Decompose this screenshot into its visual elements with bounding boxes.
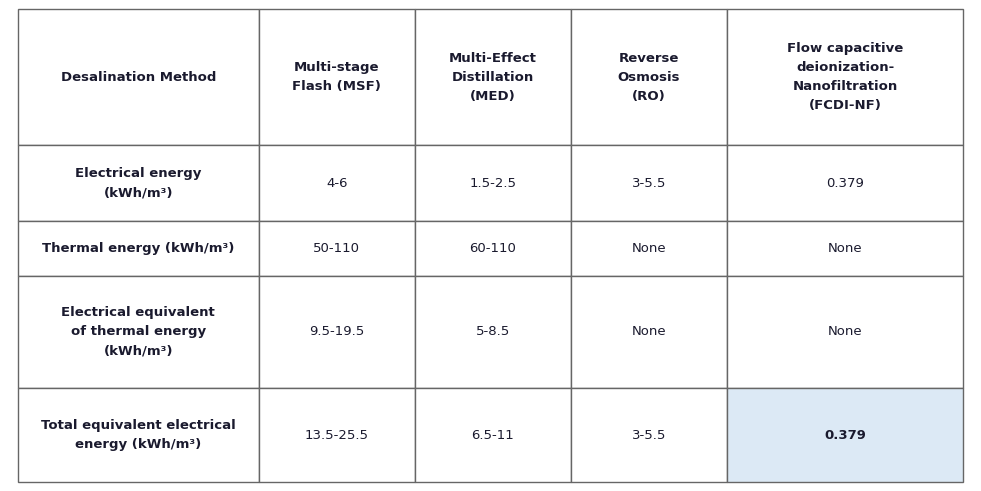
Text: 4-6: 4-6 bbox=[326, 177, 347, 190]
Bar bbox=[415, 276, 571, 388]
Bar bbox=[727, 9, 963, 145]
Bar bbox=[727, 276, 963, 388]
Text: Thermal energy (kWh/m³): Thermal energy (kWh/m³) bbox=[42, 242, 234, 255]
Bar bbox=[18, 221, 259, 276]
Text: 13.5-25.5: 13.5-25.5 bbox=[305, 429, 369, 441]
Bar bbox=[18, 388, 259, 482]
Bar bbox=[259, 145, 415, 221]
Bar bbox=[571, 145, 727, 221]
Bar bbox=[727, 145, 963, 221]
Bar bbox=[259, 221, 415, 276]
Bar bbox=[415, 9, 571, 145]
Bar bbox=[415, 9, 571, 145]
Bar bbox=[18, 276, 259, 388]
Text: None: None bbox=[828, 242, 862, 255]
Text: Electrical equivalent
of thermal energy
(kWh/m³): Electrical equivalent of thermal energy … bbox=[62, 306, 215, 357]
Bar bbox=[571, 221, 727, 276]
Bar bbox=[727, 221, 963, 276]
Bar bbox=[259, 9, 415, 145]
Text: Total equivalent electrical
energy (kWh/m³): Total equivalent electrical energy (kWh/… bbox=[41, 419, 235, 451]
Bar bbox=[259, 221, 415, 276]
Text: 5-8.5: 5-8.5 bbox=[476, 326, 510, 338]
Text: 1.5-2.5: 1.5-2.5 bbox=[469, 177, 516, 190]
Text: 6.5-11: 6.5-11 bbox=[472, 429, 514, 441]
Bar bbox=[259, 9, 415, 145]
Text: None: None bbox=[828, 326, 862, 338]
Bar bbox=[18, 145, 259, 221]
Text: Electrical energy
(kWh/m³): Electrical energy (kWh/m³) bbox=[75, 167, 201, 199]
Text: Multi-stage
Flash (MSF): Multi-stage Flash (MSF) bbox=[292, 61, 382, 93]
Text: Reverse
Osmosis
(RO): Reverse Osmosis (RO) bbox=[618, 52, 680, 103]
Text: None: None bbox=[632, 326, 666, 338]
Bar bbox=[18, 388, 259, 482]
Bar bbox=[571, 145, 727, 221]
Text: 0.379: 0.379 bbox=[824, 429, 866, 441]
Bar bbox=[571, 276, 727, 388]
Bar bbox=[415, 221, 571, 276]
Bar bbox=[259, 388, 415, 482]
Bar bbox=[727, 388, 963, 482]
Text: 3-5.5: 3-5.5 bbox=[632, 177, 666, 190]
Text: Desalination Method: Desalination Method bbox=[61, 71, 216, 83]
Bar bbox=[18, 9, 259, 145]
Bar bbox=[727, 388, 963, 482]
Bar bbox=[18, 9, 259, 145]
Bar bbox=[727, 221, 963, 276]
Bar bbox=[415, 388, 571, 482]
Text: None: None bbox=[632, 242, 666, 255]
Bar bbox=[18, 221, 259, 276]
Text: 60-110: 60-110 bbox=[470, 242, 516, 255]
Bar bbox=[415, 145, 571, 221]
Bar bbox=[415, 221, 571, 276]
Bar bbox=[259, 276, 415, 388]
Bar bbox=[727, 276, 963, 388]
Bar bbox=[259, 145, 415, 221]
Bar bbox=[571, 9, 727, 145]
Bar bbox=[259, 276, 415, 388]
Bar bbox=[571, 276, 727, 388]
Bar bbox=[727, 9, 963, 145]
Bar bbox=[571, 388, 727, 482]
Text: 50-110: 50-110 bbox=[313, 242, 360, 255]
Bar bbox=[415, 388, 571, 482]
Text: 9.5-19.5: 9.5-19.5 bbox=[309, 326, 365, 338]
Text: Multi-Effect
Distillation
(MED): Multi-Effect Distillation (MED) bbox=[449, 52, 537, 103]
Bar bbox=[415, 276, 571, 388]
Bar bbox=[571, 9, 727, 145]
Bar bbox=[415, 145, 571, 221]
Text: 0.379: 0.379 bbox=[826, 177, 864, 190]
Bar bbox=[727, 145, 963, 221]
Text: Flow capacitive
deionization-
Nanofiltration
(FCDI-NF): Flow capacitive deionization- Nanofiltra… bbox=[787, 42, 904, 112]
Text: 3-5.5: 3-5.5 bbox=[632, 429, 666, 441]
Bar bbox=[18, 145, 259, 221]
Bar bbox=[571, 221, 727, 276]
Bar bbox=[259, 388, 415, 482]
Bar bbox=[571, 388, 727, 482]
Bar bbox=[18, 276, 259, 388]
